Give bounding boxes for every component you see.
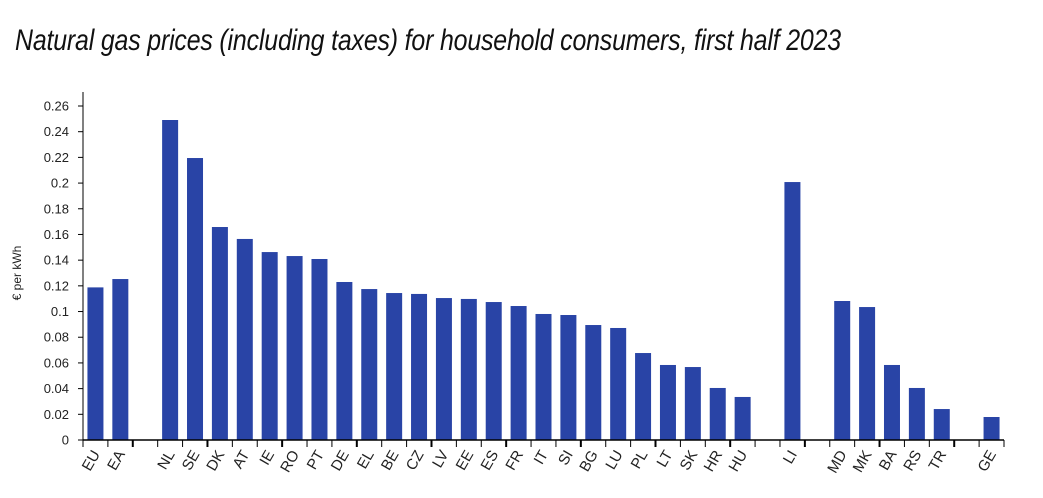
bar-lv: [435, 298, 452, 440]
bar-dk: [211, 227, 228, 440]
x-tick-label: CZ: [403, 448, 428, 474]
x-tick-label: MK: [850, 448, 876, 476]
bar-fr: [510, 306, 527, 440]
bar-ee: [460, 298, 477, 440]
bars: [87, 120, 1000, 440]
y-tick-label: 0.18: [44, 201, 69, 216]
y-tick-label: 0.08: [44, 330, 69, 345]
y-tick-label: 0.26: [44, 99, 69, 114]
x-tick-label: PT: [304, 448, 328, 473]
x-tick-label: LV: [429, 448, 452, 471]
bar-lu: [610, 327, 627, 440]
bar-cz: [411, 293, 428, 440]
bar-el: [361, 289, 378, 440]
x-tick-label: BG: [576, 448, 602, 475]
bar-de: [336, 281, 353, 440]
y-tick-label: 0.12: [44, 278, 69, 293]
bar-md: [834, 301, 851, 440]
y-tick-label: 0.02: [44, 407, 69, 422]
x-tick-label: HR: [701, 447, 727, 474]
bar-se: [187, 158, 204, 440]
bar-ie: [261, 252, 278, 440]
x-tick-label: HU: [726, 448, 752, 475]
x-tick-label: EE: [453, 448, 478, 474]
bar-nl: [162, 120, 179, 440]
y-tick-label: 0.14: [44, 253, 69, 268]
x-tick-label: DE: [328, 448, 353, 475]
bar-mk: [859, 307, 876, 440]
y-tick-label: 0.04: [44, 381, 69, 396]
bar-si: [560, 315, 577, 440]
x-tick-label: RS: [900, 448, 925, 475]
bar-hr: [709, 387, 726, 440]
x-tick-label: AT: [230, 448, 254, 472]
x-tick-label: RO: [277, 448, 303, 476]
x-tick-label: BE: [378, 448, 403, 474]
x-tick-label: DK: [203, 448, 228, 475]
bar-ba: [883, 364, 900, 440]
x-tick-label: ES: [477, 448, 502, 474]
x-tick-label: LT: [653, 448, 676, 471]
x-tick-label: LI: [780, 448, 801, 467]
x-tick-label: BA: [876, 448, 901, 474]
bar-bg: [585, 325, 602, 440]
y-axis: 0 0.02 0.04 0.06 0.08 0.1 0.12 0.14 0.16 0.18 0.2 0…: [44, 92, 84, 448]
bar-sk: [684, 367, 701, 440]
x-tick-label: TR: [926, 447, 951, 473]
chart-title: Natural gas prices (including taxes) for…: [15, 24, 841, 57]
x-tick-label: EA: [104, 448, 129, 474]
bar-ge: [983, 417, 1000, 440]
bar-li: [784, 182, 801, 440]
bar-it: [535, 313, 552, 440]
bar-pl: [635, 353, 652, 440]
x-tick-label: SK: [677, 448, 702, 474]
x-tick-label: LU: [602, 448, 626, 473]
bar-be: [386, 293, 403, 440]
x-tick-label: PL: [628, 448, 652, 472]
bar-lt: [659, 364, 676, 440]
bar-tr: [933, 409, 950, 440]
bar-ea: [112, 279, 129, 440]
y-axis-label: € per kWh: [10, 246, 24, 301]
y-tick-label: 0.1: [51, 304, 69, 319]
x-tick-label: EU: [79, 448, 104, 475]
y-tick-label: 0.2: [51, 176, 69, 191]
x-tick-label: GE: [974, 448, 1000, 475]
y-tick-label: 0.22: [44, 150, 69, 165]
bar-es: [485, 302, 502, 440]
bar-at: [236, 238, 253, 440]
x-tick-label: FR: [502, 447, 527, 473]
bar-ro: [286, 256, 303, 440]
y-tick-label: 0.16: [44, 227, 69, 242]
bar-eu: [87, 287, 104, 440]
bar-pt: [311, 258, 328, 440]
x-tick-label: NL: [154, 448, 178, 473]
y-tick-label: 0.24: [44, 124, 69, 139]
bar-hu: [734, 396, 751, 440]
x-tick-label: MD: [824, 447, 850, 476]
y-tick-label: 0: [62, 433, 69, 448]
x-tick-label: IT: [531, 448, 552, 468]
x-tick-label: IE: [256, 448, 278, 469]
x-tick-label: EL: [354, 448, 378, 472]
x-tick-label: SE: [179, 448, 204, 474]
bar-rs: [908, 387, 925, 440]
x-tick-label: SI: [555, 448, 577, 469]
y-tick-label: 0.06: [44, 355, 69, 370]
